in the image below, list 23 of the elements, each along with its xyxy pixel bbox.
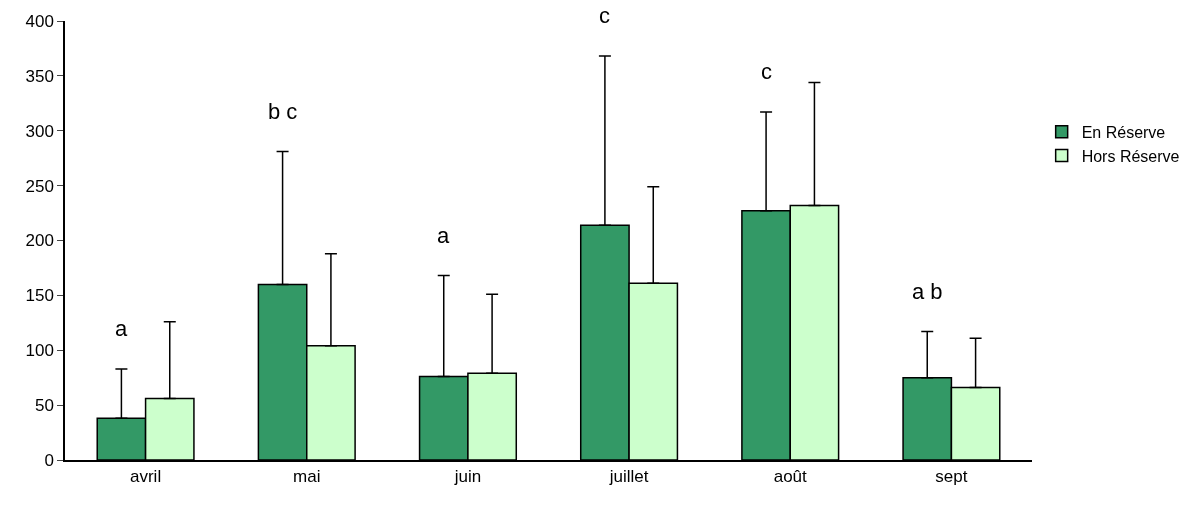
- legend-label: Hors Réserve: [1081, 147, 1180, 165]
- y-tick-label: 50: [34, 396, 54, 416]
- annotation: a: [437, 223, 450, 248]
- x-tick-label: sept: [935, 467, 968, 487]
- y-tick-label: 400: [25, 11, 54, 31]
- y-tick-label: 300: [25, 121, 54, 141]
- legend-label: En Réserve: [1081, 124, 1166, 142]
- x-tick-label: avril: [129, 467, 162, 487]
- annotation: a: [115, 316, 128, 341]
- annotation: b c: [268, 99, 298, 124]
- y-tick-label: 0: [44, 450, 54, 470]
- y-tick-label: 350: [25, 66, 54, 86]
- y-tick-label: 100: [25, 341, 54, 361]
- annotation: a b: [912, 279, 943, 304]
- y-tick-label: 250: [25, 176, 54, 196]
- x-tick-label: juillet: [608, 467, 649, 487]
- x-tick-label: août: [773, 467, 808, 487]
- x-tick-label: mai: [293, 467, 321, 487]
- annotation: c: [599, 3, 610, 28]
- annotation: c: [761, 59, 772, 84]
- y-tick-label: 150: [25, 286, 54, 306]
- x-tick-label: juin: [453, 467, 482, 487]
- y-tick-label: 200: [25, 231, 54, 251]
